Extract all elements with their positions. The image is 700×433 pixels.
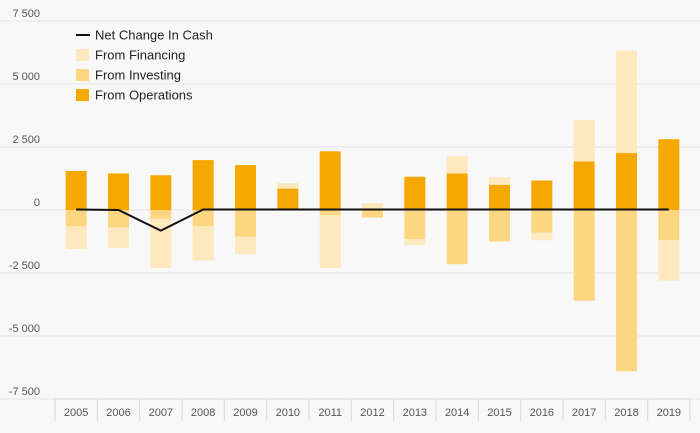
bar-from-investing-2017 [573,210,595,301]
bar-from-investing-2006 [108,210,129,228]
x-tick-label: 2008 [191,407,215,419]
y-tick-label: -5 000 [9,323,40,335]
x-tick-label: 2017 [572,407,596,419]
y-tick-label: -2 500 [9,260,40,272]
bar-from-investing-2009 [235,210,256,237]
x-tick-label: 2013 [403,407,427,419]
bar-from-operations-2017 [573,161,595,210]
bar-from-investing-2015 [489,210,510,242]
x-tick-label: 2018 [614,407,638,419]
bars-layer [65,50,680,372]
net-change-line-layer [76,208,669,232]
bar-from-financing-2006 [108,227,129,248]
y-tick-label: 2 500 [12,134,40,146]
bar-from-investing-2018 [616,210,637,372]
y-tick-label: -7 500 [9,386,40,398]
x-tick-label: 2011 [318,407,342,419]
bar-from-investing-2012 [362,210,383,218]
bar-from-financing-2011 [319,215,341,268]
bar-from-operations-2018 [616,153,637,210]
bar-from-financing-2005 [65,226,87,250]
bar-from-financing-2016 [531,232,553,241]
bar-from-operations-2005 [65,170,87,210]
axis-layer: 7 500 5 000 2 500 0 -2 500 -5 000 -7 500 2005 20… [9,8,691,421]
bar-from-financing-2017 [573,120,595,162]
bar-from-financing-2007 [150,218,172,268]
x-tick-label: 2007 [149,407,173,419]
x-tick-label: 2014 [445,407,469,419]
bar-from-investing-2008 [192,210,214,227]
bar-from-financing-2019 [658,240,680,281]
legend-label: From Financing [95,48,185,63]
x-tick-label: 2015 [487,407,511,419]
bar-from-operations-2011 [319,151,341,210]
bar-from-investing-2011 [319,210,341,216]
bar-from-operations-2014 [446,173,468,210]
bar-from-operations-2010 [277,188,299,210]
legend-label: From Investing [95,68,181,83]
y-tick-label: 0 [34,197,40,209]
legend-label: From Operations [95,88,193,103]
legend-swatch-from-investing [76,69,89,81]
x-tick-label: 2012 [360,407,384,419]
net-change-line [76,208,669,232]
bar-from-investing-2019 [658,210,680,241]
legend: Net Change In Cash From Financing From Inv… [76,28,213,103]
bar-from-financing-2008 [192,226,214,261]
x-tick-label: 2019 [657,407,681,419]
bar-from-operations-2013 [404,176,426,210]
y-tick-label: 5 000 [12,71,40,83]
bar-from-operations-2009 [235,165,256,210]
bar-from-operations-2019 [658,139,680,210]
bar-from-operations-2006 [108,173,129,210]
bar-from-operations-2008 [192,160,214,210]
bar-from-financing-2014 [446,156,468,174]
bar-from-financing-2010 [277,183,299,189]
bar-from-operations-2016 [531,180,553,210]
x-tick-label: 2009 [233,407,257,419]
x-tick-label: 2006 [106,407,130,419]
legend-swatch-from-operations [76,89,89,101]
bar-from-investing-2016 [531,210,553,233]
x-tick-label: 2010 [276,407,300,419]
y-tick-label: 7 500 [12,8,40,20]
bar-from-financing-2018 [616,50,637,154]
bar-from-investing-2007 [150,210,172,219]
bar-from-financing-2013 [404,238,426,246]
bar-from-investing-2013 [404,210,426,239]
x-tick-label: 2016 [530,407,554,419]
bar-from-financing-2015 [489,177,510,185]
bar-from-operations-2007 [150,175,172,210]
legend-label: Net Change In Cash [95,28,213,43]
x-tick-label: 2005 [64,407,88,419]
legend-swatch-from-financing [76,49,89,61]
bar-from-investing-2005 [65,210,87,227]
bar-from-financing-2009 [235,236,256,255]
bar-from-financing-2012 [362,203,383,210]
bar-from-operations-2015 [489,184,510,210]
bar-from-investing-2014 [446,210,468,265]
